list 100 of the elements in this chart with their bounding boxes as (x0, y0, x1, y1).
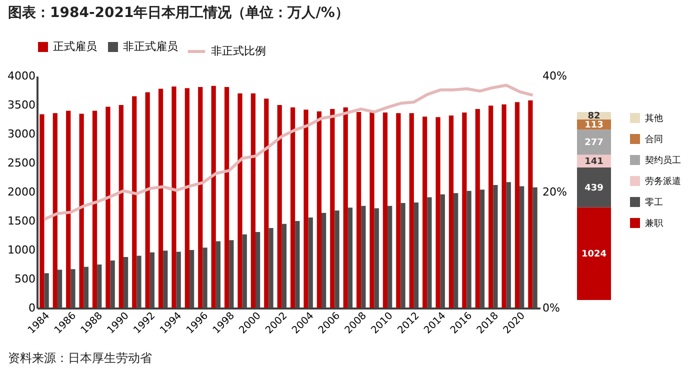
bar (57, 270, 62, 308)
legend-label: 劳务派遣 (645, 176, 681, 187)
bar (528, 100, 533, 308)
bar (277, 105, 282, 308)
line-series (42, 84, 534, 221)
bar (370, 112, 374, 308)
y2-tick-label: 40% (542, 70, 567, 82)
bar (400, 203, 406, 308)
bar (198, 87, 203, 308)
legend-label: 其他 (645, 113, 663, 124)
bar (506, 182, 511, 308)
bar (304, 110, 308, 308)
bar (123, 256, 128, 308)
bar (176, 252, 181, 308)
bar (92, 110, 98, 308)
bar (132, 96, 137, 308)
bar (502, 104, 506, 308)
bar (290, 107, 296, 308)
data-label: 277 (584, 138, 604, 148)
text: 资料来源：日本厚生劳动省 (8, 350, 152, 367)
bar (308, 218, 313, 308)
bar (150, 252, 154, 308)
bar (488, 106, 494, 308)
bar (532, 187, 538, 308)
bar (250, 93, 256, 308)
y-tick-label: 4000 (8, 70, 36, 82)
bar (409, 113, 414, 308)
bar (475, 109, 480, 308)
bar (348, 208, 353, 308)
bar (145, 92, 150, 308)
bar (577, 168, 611, 208)
bar (84, 266, 88, 308)
legend-label: 正式雇员 (53, 40, 97, 53)
legend-label: 契约员工 (645, 155, 681, 166)
bar (216, 241, 221, 308)
bar (396, 113, 401, 308)
bar (520, 186, 524, 308)
data-label: 113 (584, 120, 604, 131)
bar (577, 130, 611, 155)
bar (79, 114, 84, 308)
bar (374, 208, 379, 308)
bar (388, 206, 392, 308)
bar (382, 112, 388, 308)
bar (106, 106, 110, 308)
bar (466, 190, 472, 308)
bar (480, 190, 485, 308)
bar (211, 86, 216, 308)
bar (448, 115, 454, 308)
bar (493, 185, 498, 308)
bar (255, 232, 260, 308)
bar (238, 93, 242, 308)
y-tick-label: 2000 (8, 186, 36, 198)
y-tick-label: 0 (28, 302, 36, 314)
bar (184, 88, 190, 308)
bar (189, 250, 194, 308)
bar (40, 114, 44, 308)
bar (70, 269, 76, 308)
legend-label: 合同 (645, 134, 663, 145)
y2-tick-label: 0% (542, 302, 560, 314)
y-tick-label: 3500 (8, 98, 36, 112)
bar (52, 113, 58, 308)
bar (202, 248, 208, 308)
bar (343, 107, 348, 308)
bar (97, 264, 102, 308)
bar (440, 194, 445, 308)
data-label: 141 (584, 157, 604, 168)
bar (330, 109, 335, 308)
bar (454, 193, 458, 308)
legend-label: 非正式雇员 (123, 40, 178, 53)
data-label: 439 (584, 183, 604, 194)
bar (514, 102, 520, 308)
y-tick-label: 500 (14, 272, 36, 286)
legend-label: 零工 (645, 197, 663, 208)
bar (110, 260, 115, 308)
bar (436, 117, 440, 308)
y-tick-label: 2500 (8, 156, 36, 170)
legend-label: 非正式比例 (211, 44, 266, 58)
bar (356, 112, 362, 308)
y-tick-label: 1000 (8, 244, 36, 256)
bar (422, 116, 428, 308)
bar (136, 256, 142, 308)
bar (462, 112, 467, 308)
y-tick-label: 3000 (8, 128, 36, 140)
bar (334, 210, 340, 308)
bar (282, 224, 287, 308)
bar (414, 202, 419, 308)
bar (295, 221, 300, 308)
bar (322, 212, 326, 308)
y2-tick-label: 20% (542, 186, 567, 198)
bar (577, 207, 611, 300)
data-label: 82 (588, 112, 600, 122)
bar (66, 110, 71, 308)
bar (316, 111, 322, 308)
bar (44, 273, 49, 308)
bar (229, 240, 234, 308)
legend-label: 兼职 (645, 218, 663, 229)
bar (158, 88, 164, 308)
bar (118, 105, 124, 308)
data-label: 1024 (581, 250, 607, 260)
bar (264, 98, 269, 308)
